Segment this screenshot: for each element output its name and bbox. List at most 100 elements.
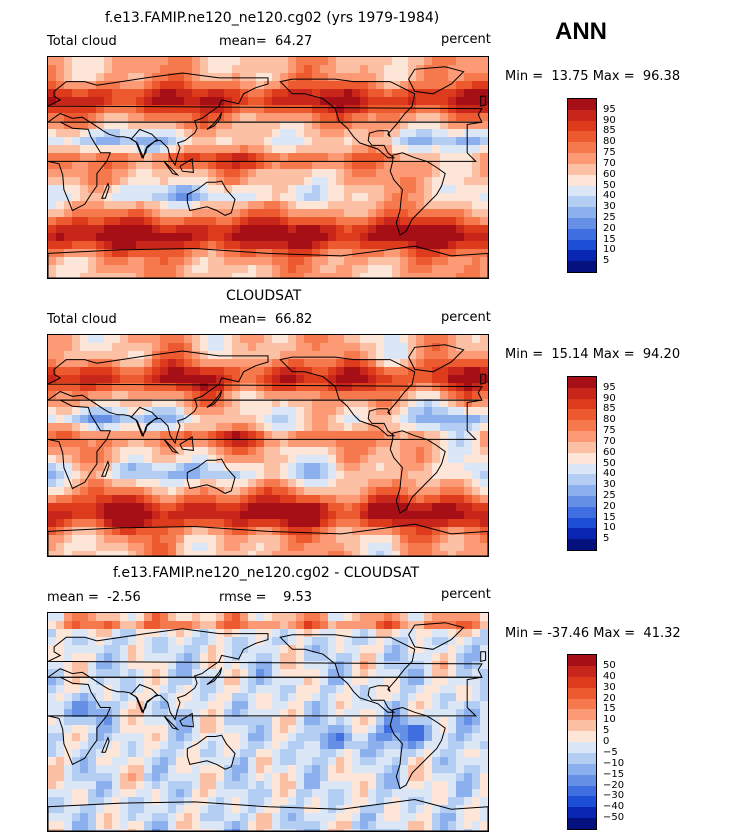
field-cell <box>184 423 193 432</box>
field-cell <box>344 217 353 226</box>
field-cell <box>96 153 105 162</box>
field-cell <box>104 519 113 528</box>
field-cell <box>72 535 81 544</box>
field-cell <box>56 73 65 82</box>
field-cell <box>120 129 129 138</box>
field-cell <box>480 65 488 74</box>
field-cell <box>360 145 369 154</box>
field-cell <box>152 701 161 710</box>
field-cell <box>448 797 457 806</box>
field-cell <box>304 129 313 138</box>
field-cell <box>312 105 321 114</box>
colorbar-swatch <box>568 409 596 421</box>
units-label: percent <box>441 32 491 47</box>
field-cell <box>280 661 289 670</box>
field-cell <box>112 391 121 400</box>
field-cell <box>80 653 89 662</box>
field-cell <box>344 153 353 162</box>
field-cell <box>456 209 465 218</box>
colorbar-swatch <box>568 196 596 208</box>
field-cell <box>456 137 465 146</box>
field-cell <box>296 121 305 130</box>
field-cell <box>136 741 145 750</box>
field-cell <box>288 161 297 170</box>
field-cell <box>312 233 321 242</box>
field-cell <box>176 511 185 520</box>
field-cell <box>472 161 481 170</box>
field-cell <box>456 335 465 344</box>
field-cell <box>472 637 481 646</box>
field-cell <box>480 535 488 544</box>
field-cell <box>280 725 289 734</box>
field-cell <box>288 265 297 274</box>
field-cell <box>104 81 113 90</box>
season-label: ANN <box>555 18 607 45</box>
field-cell <box>88 669 97 678</box>
field-cell <box>280 749 289 758</box>
field-cell <box>344 161 353 170</box>
field-cell <box>216 693 225 702</box>
field-cell <box>328 669 337 678</box>
field-cell <box>144 343 153 352</box>
field-cell <box>88 391 97 400</box>
field-cell <box>296 511 305 520</box>
field-cell <box>88 749 97 758</box>
field-cell <box>216 57 225 66</box>
field-cell <box>240 351 249 360</box>
field-cell <box>64 225 73 234</box>
field-cell <box>248 407 257 416</box>
field-cell <box>456 503 465 512</box>
field-cell <box>272 455 281 464</box>
field-cell <box>88 693 97 702</box>
field-cell <box>264 733 273 742</box>
field-cell <box>336 57 345 66</box>
field-cell <box>264 121 273 130</box>
field-cell <box>152 813 161 822</box>
field-cell <box>312 169 321 178</box>
field-cell <box>464 685 473 694</box>
field-cell <box>344 765 353 774</box>
field-cell <box>288 343 297 352</box>
field-cell <box>296 613 305 622</box>
field-cell <box>168 65 177 74</box>
field-cell <box>320 637 329 646</box>
field-cell <box>120 137 129 146</box>
field-cell <box>200 65 209 74</box>
field-cell <box>448 121 457 130</box>
field-cell <box>432 701 441 710</box>
field-cell <box>168 685 177 694</box>
field-cell <box>464 765 473 774</box>
field-cell <box>328 249 337 258</box>
colorbar-swatch <box>568 463 596 475</box>
field-cell <box>72 201 81 210</box>
field-cell <box>344 375 353 384</box>
field-cell <box>432 335 441 344</box>
field-cell <box>448 359 457 368</box>
field-cell <box>336 511 345 520</box>
field-cell <box>368 813 377 822</box>
field-cell <box>480 455 488 464</box>
field-cell <box>264 781 273 790</box>
field-cell <box>80 725 89 734</box>
field-cell <box>328 185 337 194</box>
field-cell <box>248 169 257 178</box>
field-cell <box>264 431 273 440</box>
field-cell <box>432 773 441 782</box>
field-cell <box>288 233 297 242</box>
field-cell <box>384 273 393 278</box>
field-cell <box>224 495 233 504</box>
field-cell <box>448 813 457 822</box>
field-cell <box>120 527 129 536</box>
field-cell <box>280 543 289 552</box>
field-cell <box>464 733 473 742</box>
field-cell <box>120 185 129 194</box>
field-cell <box>200 503 209 512</box>
field-cell <box>296 265 305 274</box>
field-cell <box>184 265 193 274</box>
field-cell <box>440 511 449 520</box>
field-cell <box>72 105 81 114</box>
field-cell <box>168 89 177 98</box>
field-cell <box>272 463 281 472</box>
field-cell <box>376 439 385 448</box>
field-cell <box>304 781 313 790</box>
